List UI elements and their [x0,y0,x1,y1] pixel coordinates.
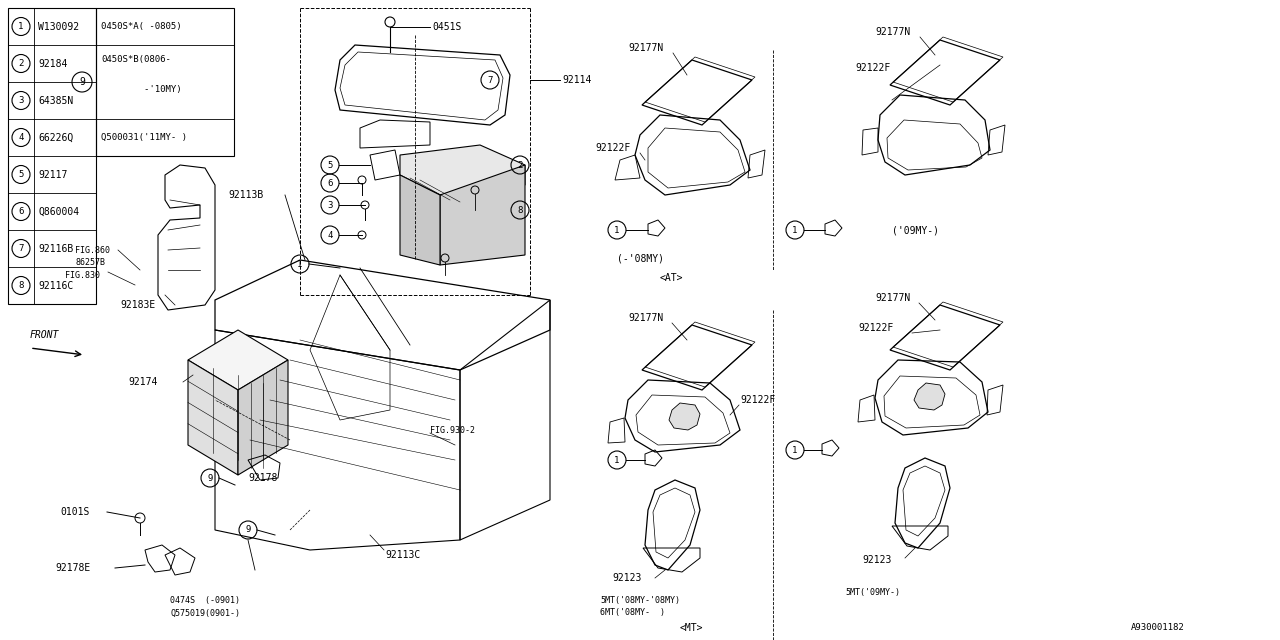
Text: <MT>: <MT> [680,623,704,633]
Text: 92174: 92174 [128,377,157,387]
Text: 2: 2 [517,161,522,170]
Text: 92122F: 92122F [858,323,893,333]
Polygon shape [669,403,700,430]
Text: FIG.930-2: FIG.930-2 [430,426,475,435]
Text: 6MT('08MY-  ): 6MT('08MY- ) [600,609,666,618]
Text: -'10MY): -'10MY) [101,85,182,94]
Bar [8,8,96,304]
Text: 0450S*B(0806-: 0450S*B(0806- [101,55,170,64]
Text: FIG.830: FIG.830 [65,271,100,280]
Text: 1: 1 [792,445,797,454]
Text: 9: 9 [79,77,84,87]
Text: 8: 8 [517,205,522,214]
Text: 92178E: 92178E [55,563,91,573]
Text: A930001182: A930001182 [1132,623,1185,632]
Text: 6: 6 [328,179,333,188]
Polygon shape [238,360,288,475]
Text: 92177N: 92177N [876,293,910,303]
Text: 92123: 92123 [612,573,641,583]
Text: 7: 7 [488,76,493,84]
Text: 2: 2 [18,59,24,68]
Polygon shape [440,165,525,265]
Text: 3: 3 [18,96,24,105]
Text: 0101S: 0101S [60,507,90,517]
Text: 0474S  (-0901): 0474S (-0901) [170,595,241,605]
Text: 66226Q: 66226Q [38,132,73,143]
Text: 92178: 92178 [248,473,278,483]
Text: <AT>: <AT> [660,273,684,283]
Text: Q860004: Q860004 [38,207,79,216]
Text: 0451S: 0451S [433,22,461,32]
Text: 92122F: 92122F [855,63,891,73]
Text: 1: 1 [614,225,620,234]
Text: Q575019(0901-): Q575019(0901-) [170,609,241,618]
Polygon shape [401,145,525,195]
Polygon shape [188,360,238,475]
Text: 1: 1 [792,225,797,234]
Text: 92113C: 92113C [385,550,420,560]
Text: 5MT('08MY-'08MY): 5MT('08MY-'08MY) [600,595,680,605]
Text: 7: 7 [18,244,24,253]
Text: 6: 6 [18,207,24,216]
Text: 92123: 92123 [861,555,891,565]
Text: 4: 4 [18,133,24,142]
Polygon shape [401,175,440,265]
Polygon shape [914,383,945,410]
Text: FIG.860: FIG.860 [76,246,110,255]
Text: 3: 3 [328,200,333,209]
Text: (-'08MY): (-'08MY) [617,253,664,263]
Text: 92177N: 92177N [628,313,663,323]
Text: 92116B: 92116B [38,243,73,253]
Text: 4: 4 [328,230,333,239]
Text: 0450S*A( -0805): 0450S*A( -0805) [101,22,182,31]
Text: 92183E: 92183E [120,300,155,310]
Bar [96,8,234,156]
Polygon shape [188,330,288,390]
Text: 5: 5 [18,170,24,179]
Text: 9: 9 [207,474,212,483]
Text: 5: 5 [328,161,333,170]
Text: FRONT: FRONT [29,330,59,340]
Text: 1: 1 [297,259,302,269]
Text: 92122F: 92122F [740,395,776,405]
Text: 92113B: 92113B [228,190,264,200]
Text: 92116C: 92116C [38,280,73,291]
Text: 1: 1 [614,456,620,465]
Text: Q500031('11MY- ): Q500031('11MY- ) [101,133,187,142]
Text: 92177N: 92177N [876,27,910,37]
Text: 86257B: 86257B [76,257,105,266]
Text: 8: 8 [18,281,24,290]
Text: 92122F: 92122F [595,143,630,153]
Text: 64385N: 64385N [38,95,73,106]
Text: 1: 1 [18,22,24,31]
Text: 5MT('09MY-): 5MT('09MY-) [845,588,900,596]
Text: 92177N: 92177N [628,43,663,53]
Text: 9: 9 [246,525,251,534]
Text: 92184: 92184 [38,58,68,68]
Text: W130092: W130092 [38,22,79,31]
Text: ('09MY-): ('09MY-) [892,225,940,235]
Text: 92114: 92114 [562,75,591,85]
Text: 92117: 92117 [38,170,68,179]
